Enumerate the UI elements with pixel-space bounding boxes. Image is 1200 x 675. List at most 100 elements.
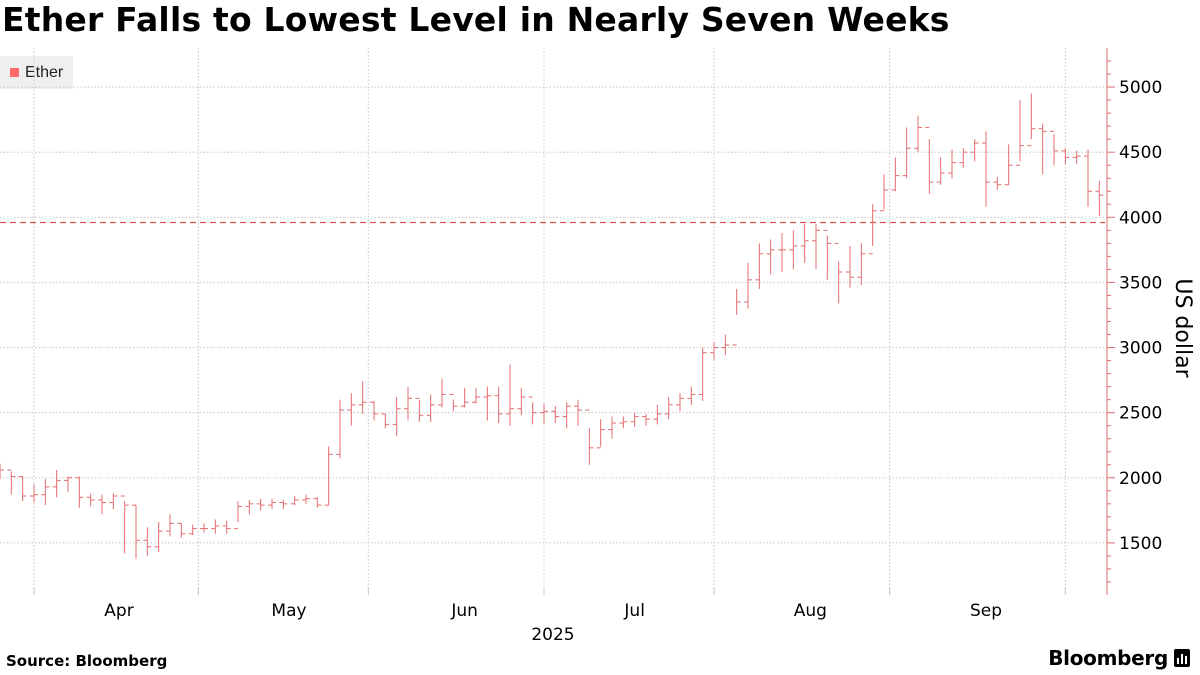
ohlc-bar bbox=[574, 399, 582, 426]
ohlc-bar bbox=[483, 386, 492, 421]
brand-name: Bloomberg bbox=[1048, 646, 1168, 670]
ohlc-bar bbox=[211, 519, 220, 534]
ohlc-bars bbox=[0, 93, 1104, 559]
ohlc-bar bbox=[0, 463, 4, 480]
ohlc-bar bbox=[664, 397, 673, 420]
ohlc-bar bbox=[370, 400, 378, 421]
ohlc-bar bbox=[528, 396, 537, 425]
ohlc-bar bbox=[132, 504, 140, 559]
ohlc-bar bbox=[166, 514, 174, 537]
ohlc-bar bbox=[313, 497, 322, 508]
ohlc-bar bbox=[381, 413, 390, 429]
ohlc-bar bbox=[732, 288, 741, 346]
ohlc-bar bbox=[177, 522, 186, 538]
ohlc-bar bbox=[200, 523, 208, 533]
y-tick-label: 2000 bbox=[1119, 469, 1162, 489]
ohlc-bar bbox=[914, 115, 922, 153]
x-tick-label: May bbox=[271, 601, 306, 621]
ohlc-bar bbox=[279, 499, 288, 510]
ohlc-bar bbox=[302, 494, 310, 504]
ohlc-bar bbox=[517, 387, 526, 416]
x-tick-label: Jul bbox=[623, 601, 645, 621]
y-tick-label: 2500 bbox=[1119, 404, 1162, 424]
x-tick-label: Sep bbox=[970, 601, 1002, 621]
ohlc-bar bbox=[642, 413, 650, 426]
y-tick-label: 5000 bbox=[1119, 78, 1162, 98]
ohlc-bar bbox=[358, 381, 367, 414]
ohlc-bar bbox=[596, 419, 605, 449]
ohlc-bar bbox=[1016, 100, 1024, 166]
ohlc-bar bbox=[755, 243, 764, 289]
ohlc-bar bbox=[494, 386, 503, 424]
ohlc-bar bbox=[506, 364, 514, 426]
y-axis-label: US dollar bbox=[1170, 278, 1195, 378]
ohlc-bar bbox=[880, 174, 888, 212]
ohlc-bar bbox=[1004, 144, 1013, 186]
ohlc-bar bbox=[336, 399, 344, 459]
chart-grid bbox=[0, 48, 1105, 595]
ohlc-bar bbox=[188, 524, 197, 536]
ohlc-bar bbox=[1027, 93, 1036, 147]
ohlc-bar bbox=[823, 229, 832, 280]
x-axis: Apr May Jun Jul Aug Sep bbox=[33, 587, 1066, 621]
ohlc-bar bbox=[460, 387, 469, 408]
legend-swatch bbox=[10, 68, 19, 77]
ohlc-bar bbox=[256, 498, 265, 511]
ohlc-bar bbox=[846, 245, 854, 288]
ohlc-bar bbox=[812, 223, 820, 270]
ohlc-bar bbox=[562, 402, 571, 429]
bar-chart-icon bbox=[1174, 649, 1190, 667]
ohlc-bar bbox=[222, 520, 231, 534]
ohlc-bar bbox=[324, 446, 333, 506]
ohlc-bar bbox=[800, 223, 809, 263]
ohlc-bar bbox=[1061, 148, 1070, 164]
ohlc-bar bbox=[1084, 149, 1092, 207]
ohlc-bar bbox=[1095, 180, 1104, 217]
ohlc-bar bbox=[676, 393, 684, 412]
ohlc-bar bbox=[721, 334, 730, 356]
ohlc-bar bbox=[653, 404, 662, 425]
ohlc-bar bbox=[982, 131, 990, 207]
ohlc-bar bbox=[551, 406, 560, 424]
x-tick-label: Apr bbox=[104, 601, 133, 621]
ohlc-bar bbox=[64, 476, 72, 493]
ohlc-bar bbox=[585, 409, 594, 465]
ohlc-bar bbox=[143, 527, 152, 556]
ohlc-bar bbox=[234, 501, 242, 530]
legend-label: Ether bbox=[25, 63, 64, 81]
ohlc-bar bbox=[766, 239, 775, 275]
ohlc-bar bbox=[540, 403, 548, 425]
ohlc-bar bbox=[426, 394, 435, 422]
chart-legend: Ether bbox=[0, 56, 74, 89]
ohlc-bar bbox=[778, 232, 786, 273]
ohlc-bar bbox=[290, 496, 299, 506]
ohlc-bar bbox=[936, 157, 945, 185]
ohlc-bar bbox=[449, 393, 458, 412]
ohlc-bar bbox=[687, 386, 696, 405]
x-tick-label: Aug bbox=[794, 601, 827, 621]
ohlc-bar bbox=[868, 204, 877, 255]
ohlc-bar bbox=[789, 230, 798, 270]
ohlc-bar bbox=[630, 412, 639, 427]
ohlc-bar bbox=[993, 176, 1002, 190]
x-axis-year-label: 2025 bbox=[531, 625, 574, 645]
ohlc-bar bbox=[268, 498, 276, 510]
ohlc-bar bbox=[98, 494, 106, 515]
ohlc-bar bbox=[902, 127, 911, 179]
ohlc-bar bbox=[857, 243, 866, 286]
ohlc-bar bbox=[472, 387, 480, 404]
ohlc-bar bbox=[834, 242, 843, 304]
ohlc-bar bbox=[245, 499, 254, 515]
ohlc-bar bbox=[619, 416, 628, 429]
ohlc-bar bbox=[925, 126, 934, 194]
ohlc-bar bbox=[347, 393, 356, 426]
y-tick-label: 3500 bbox=[1119, 273, 1162, 293]
ohlc-bar bbox=[120, 495, 129, 554]
source-note: Source: Bloomberg bbox=[6, 652, 168, 670]
ohlc-bar bbox=[7, 469, 16, 495]
brand-logo: Bloomberg bbox=[1048, 646, 1190, 670]
ohlc-bar bbox=[52, 469, 61, 498]
ohlc-bar bbox=[392, 397, 401, 437]
ohlc-bar bbox=[1038, 123, 1047, 175]
ohlc-bar bbox=[710, 342, 718, 361]
